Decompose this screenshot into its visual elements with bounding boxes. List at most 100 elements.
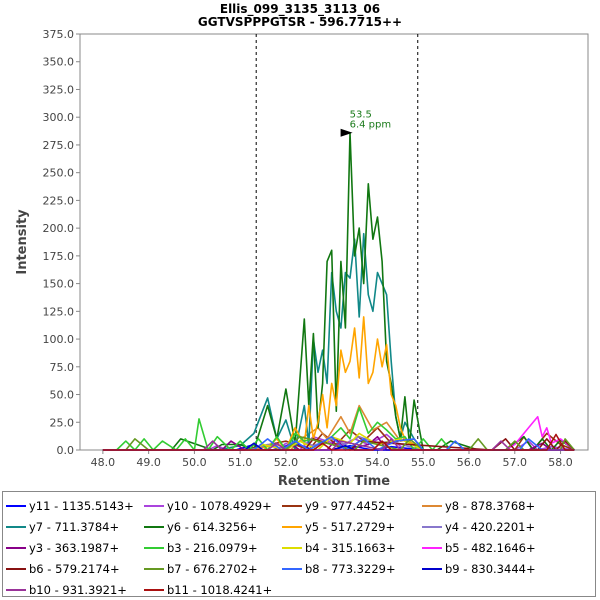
legend-swatch: [144, 568, 164, 570]
legend-swatch: [282, 568, 302, 570]
x-tick-label: 50.0: [182, 456, 207, 469]
x-tick-label: 58.0: [548, 456, 573, 469]
series-line: [102, 433, 575, 451]
legend-label: b7 - 676.2702+: [167, 562, 258, 576]
chromatogram-chart: Ellis_099_3135_3113_06 GGTVSPPPGTSR - 59…: [15, 2, 589, 489]
legend-item: b7 - 676.2702+: [144, 559, 258, 579]
legend-item: y7 - 711.3784+: [6, 517, 119, 537]
series-line: [102, 316, 575, 451]
x-tick-label: 57.0: [503, 456, 528, 469]
legend-label: y6 - 614.3256+: [167, 520, 258, 534]
legend-swatch: [422, 547, 442, 549]
x-tick-label: 49.0: [136, 456, 161, 469]
x-tick-label: 51.0: [228, 456, 253, 469]
y-tick-label: 375.0: [43, 28, 75, 41]
legend-item: y8 - 878.3768+: [422, 496, 535, 516]
legend-label: b4 - 315.1663+: [305, 541, 396, 555]
legend-label: b6 - 579.2174+: [29, 562, 120, 576]
legend-swatch: [144, 526, 164, 528]
legend-swatch: [144, 589, 164, 591]
legend: y11 - 1135.5143+ y10 - 1078.4929+ y9 - 977…: [2, 491, 596, 597]
legend-swatch: [6, 526, 26, 528]
legend-label: y3 - 363.1987+: [29, 541, 120, 555]
legend-item: y10 - 1078.4929+: [144, 496, 272, 516]
series-lines: [102, 131, 575, 451]
legend-item: y5 - 517.2729+: [282, 517, 395, 537]
legend-swatch: [422, 505, 442, 507]
x-axis: 48.0 49.0 50.0 51.0 52.0 53.0 54.0 55.0 56.0 57.0…: [91, 450, 573, 469]
legend-item: y4 - 420.2201+: [422, 517, 535, 537]
legend-swatch: [282, 505, 302, 507]
y-tick-label: 100.0: [43, 333, 75, 346]
legend-swatch: [6, 568, 26, 570]
series-line: [102, 435, 575, 451]
legend-swatch: [6, 505, 26, 507]
y-tick-label: 225.0: [43, 194, 75, 207]
legend-item: b11 - 1018.4241+: [144, 580, 272, 600]
legend-label: b5 - 482.1646+: [445, 541, 536, 555]
y-tick-label: 200.0: [43, 222, 75, 235]
legend-label: y7 - 711.3784+: [29, 520, 120, 534]
plot-area: [79, 33, 589, 451]
legend-label: b9 - 830.3444+: [445, 562, 536, 576]
legend-item: y6 - 614.3256+: [144, 517, 257, 537]
legend-swatch: [144, 505, 164, 507]
x-tick-label: 52.0: [274, 456, 299, 469]
peak-time-label: 53.5: [350, 110, 372, 121]
legend-label: y8 - 878.3768+: [445, 499, 536, 513]
legend-item: y11 - 1135.5143+: [6, 496, 134, 516]
legend-swatch: [6, 589, 26, 591]
y-tick-label: 275.0: [43, 139, 75, 152]
x-axis-label: Retention Time: [278, 474, 390, 489]
y-tick-label: 150.0: [43, 278, 75, 291]
legend-item: b3 - 216.0979+: [144, 538, 258, 558]
legend-swatch: [282, 526, 302, 528]
legend-item: b9 - 830.3444+: [422, 559, 536, 579]
legend-label: y4 - 420.2201+: [445, 520, 536, 534]
chart-subtitle: GGTVSPPPGTSR - 596.7715++: [198, 15, 402, 29]
legend-swatch: [6, 547, 26, 549]
y-tick-label: 25.0: [50, 416, 75, 429]
y-tick-label: 50.0: [50, 389, 75, 402]
peak-annotation: 53.5 6.4 ppm: [340, 110, 392, 137]
legend-label: b8 - 773.3229+: [305, 562, 396, 576]
series-line: [102, 438, 575, 451]
legend-swatch: [282, 547, 302, 549]
legend-item: b8 - 773.3229+: [282, 559, 396, 579]
legend-swatch: [144, 547, 164, 549]
legend-item: y3 - 363.1987+: [6, 538, 119, 558]
y-tick-label: 75.0: [50, 361, 75, 374]
peak-marker-arrow: [340, 128, 353, 137]
y-tick-label: 350.0: [43, 56, 75, 69]
legend-item: b5 - 482.1646+: [422, 538, 536, 558]
legend-item: b6 - 579.2174+: [6, 559, 120, 579]
legend-label: b11 - 1018.4241+: [167, 583, 273, 597]
legend-item: y9 - 977.4452+: [282, 496, 395, 516]
x-tick-label: 54.0: [365, 456, 390, 469]
x-tick-label: 53.0: [319, 456, 344, 469]
series-line: [102, 131, 575, 451]
y-tick-label: 325.0: [43, 83, 75, 96]
y-tick-label: 0.0: [57, 444, 75, 457]
legend-label: y5 - 517.2729+: [305, 520, 396, 534]
y-axis-label: Intensity: [15, 209, 30, 275]
y-tick-label: 125.0: [43, 305, 75, 318]
y-tick-label: 300.0: [43, 111, 75, 124]
x-tick-label: 56.0: [457, 456, 482, 469]
legend-label: y9 - 977.4452+: [305, 499, 396, 513]
legend-label: y10 - 1078.4929+: [167, 499, 272, 513]
legend-label: b10 - 931.3921+: [29, 583, 127, 597]
peak-ppm-label: 6.4 ppm: [350, 120, 392, 131]
legend-item: b10 - 931.3921+: [6, 580, 127, 600]
chart-title: Ellis_099_3135_3113_06: [220, 2, 380, 17]
legend-swatch: [422, 568, 442, 570]
y-tick-label: 175.0: [43, 250, 75, 263]
x-tick-label: 55.0: [411, 456, 436, 469]
legend-item: b4 - 315.1663+: [282, 538, 396, 558]
y-tick-label: 250.0: [43, 167, 75, 180]
legend-label: y11 - 1135.5143+: [29, 499, 134, 513]
legend-swatch: [422, 526, 442, 528]
legend-label: b3 - 216.0979+: [167, 541, 258, 555]
x-tick-label: 48.0: [91, 456, 116, 469]
y-axis: 0.0 25.0 50.0 75.0 100.0 125.0 150.0 175.0 200.0…: [43, 28, 80, 457]
